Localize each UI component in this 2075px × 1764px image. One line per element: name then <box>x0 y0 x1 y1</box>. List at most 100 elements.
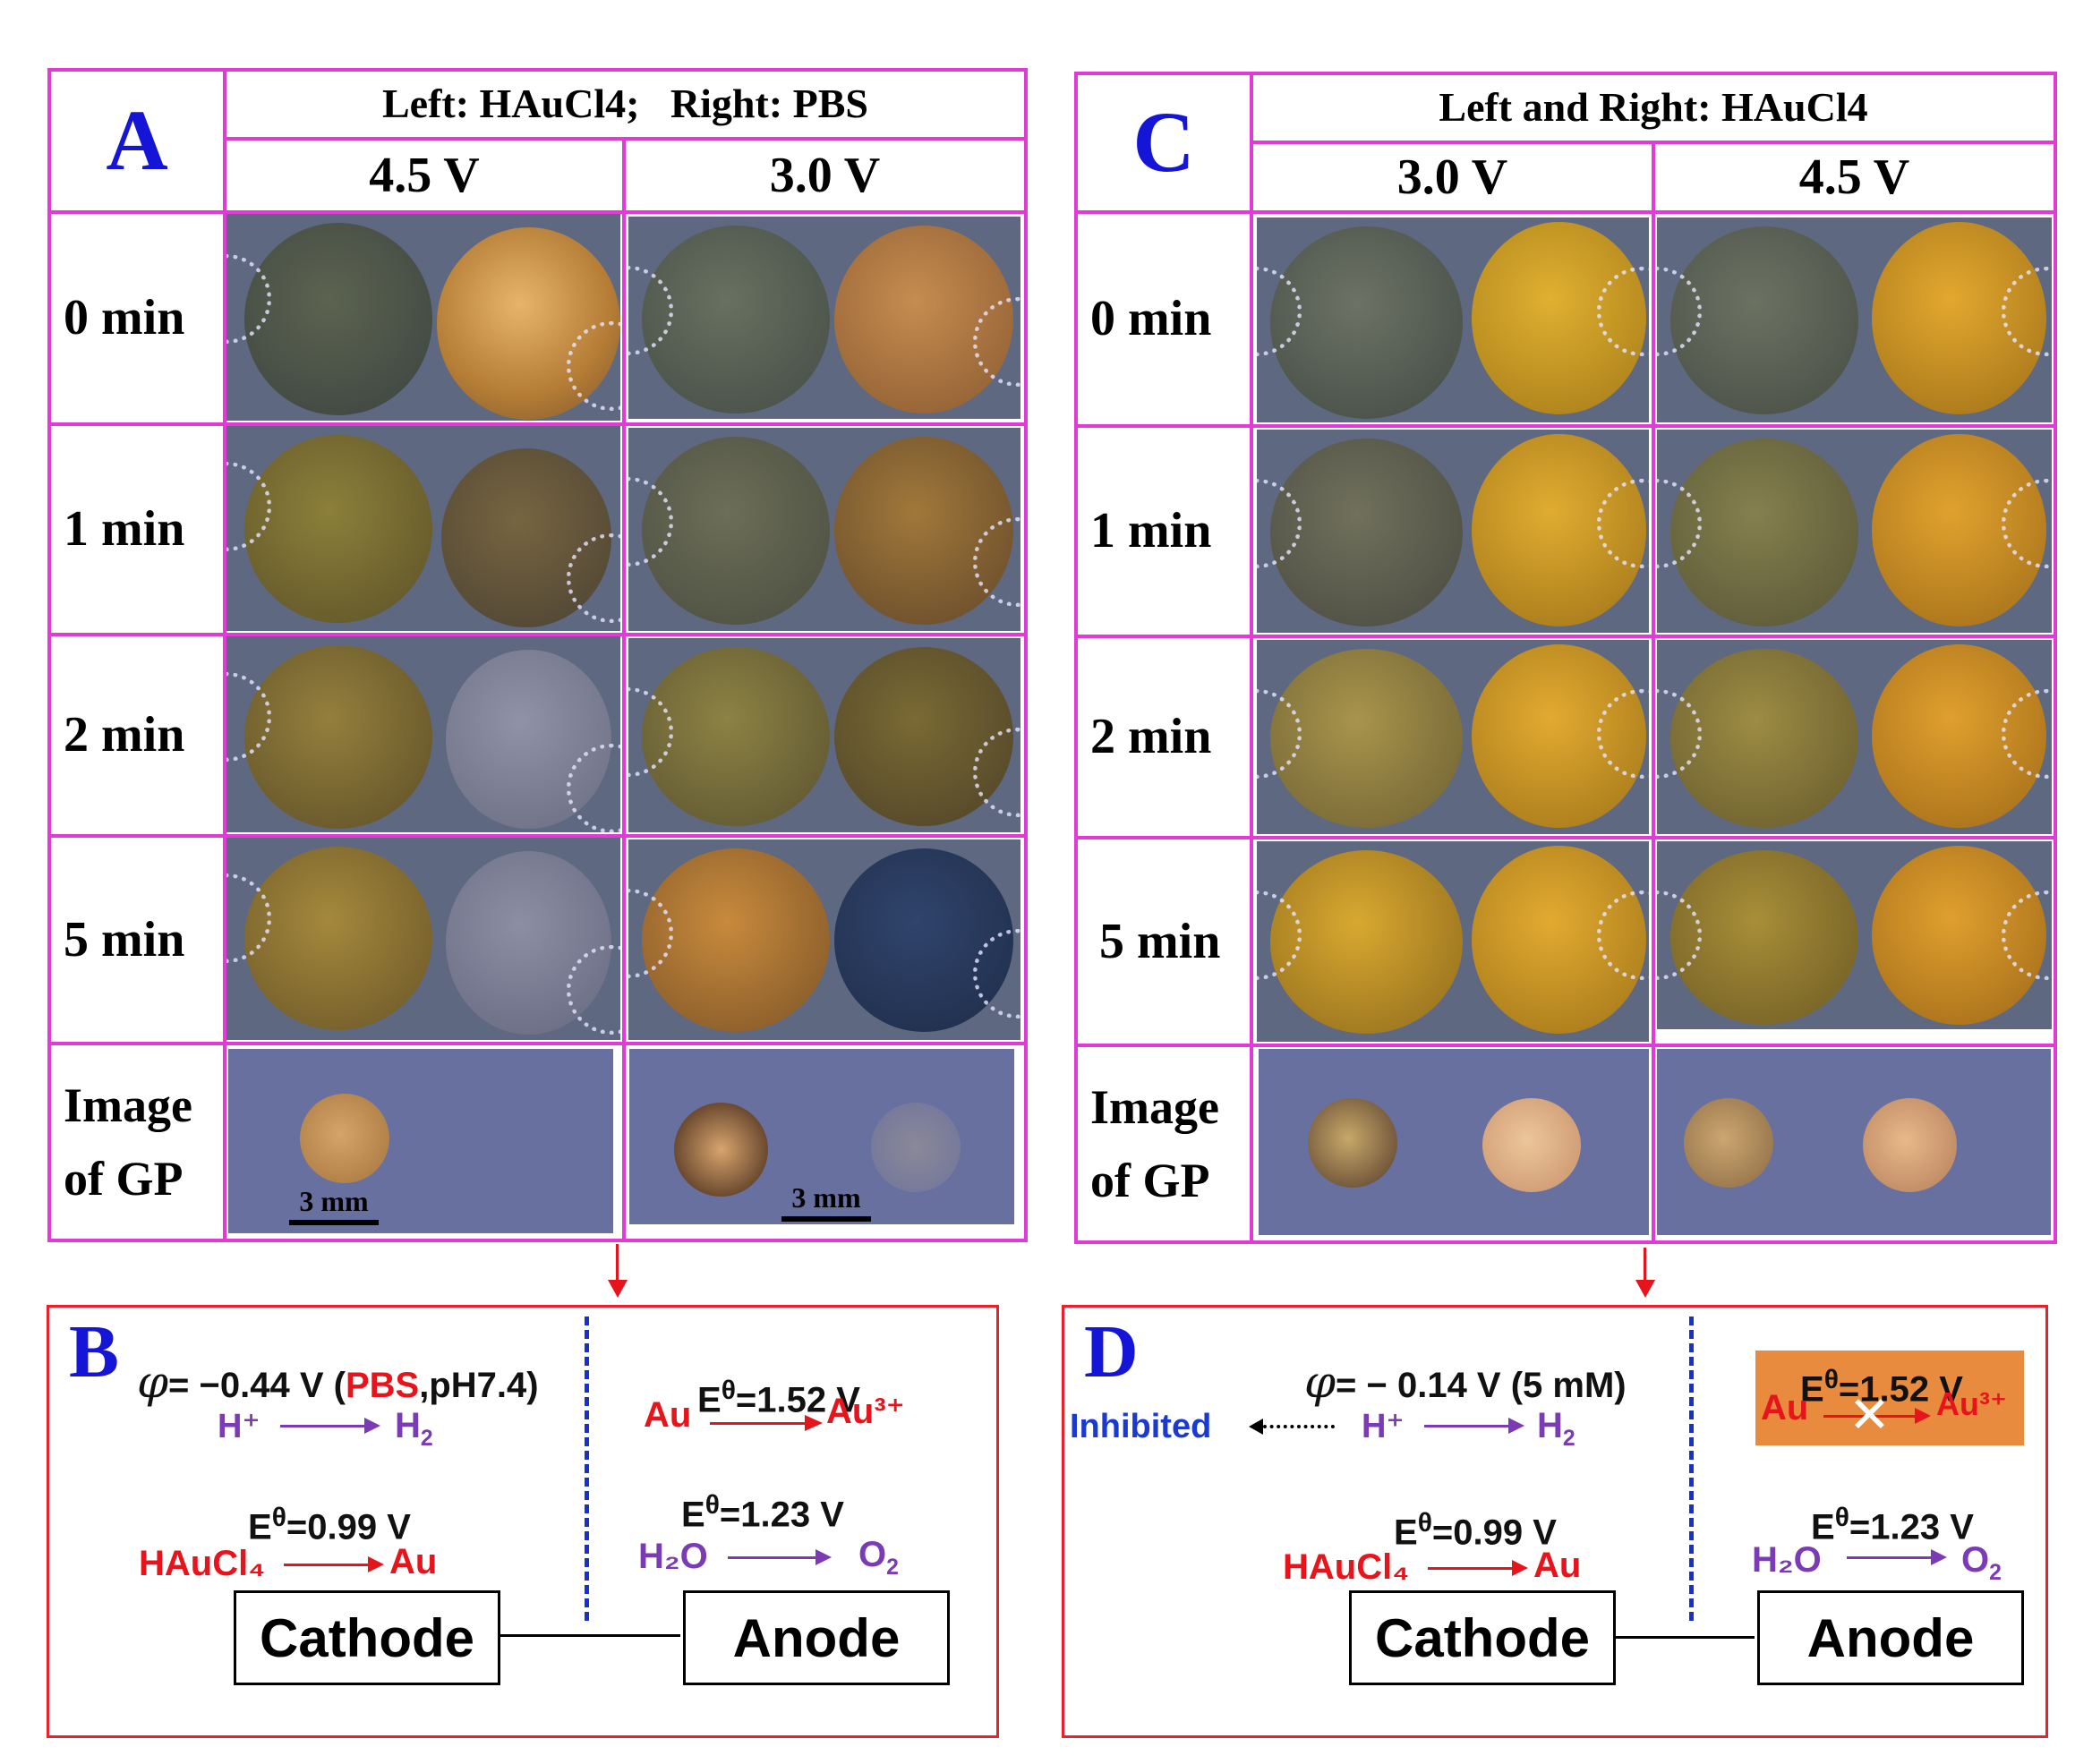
panel-a-col1-voltage: 4.5 V <box>369 147 480 203</box>
panel-c-col2-voltage: 4.5 V <box>1798 149 1910 205</box>
e-o2-value: =1.23 V <box>1849 1507 1974 1547</box>
photo-c-3.0v-2min <box>1257 640 1649 834</box>
photo-a-3.0v-0min <box>628 217 1020 419</box>
h2o: H₂O <box>638 1537 708 1576</box>
e-symbol: E <box>1394 1513 1418 1553</box>
e-symbol: E <box>1811 1507 1835 1547</box>
haucl4: HAuCl₄ <box>1283 1547 1410 1587</box>
photo-a-3.0v-5min <box>628 839 1020 1040</box>
au-left: Au <box>1761 1388 1809 1427</box>
panel-c-letter: C <box>1132 94 1195 191</box>
cathode-box: Cathode <box>234 1590 500 1685</box>
e-o2-label: Eθ=1.23 V <box>1811 1503 1974 1547</box>
panel-c-row-label: 0 min <box>1090 291 1212 347</box>
e-o2-value: =1.23 V <box>719 1495 844 1535</box>
gp-label-line2: of GP <box>1090 1154 1210 1207</box>
photo-c-3.0v-0min <box>1257 217 1649 422</box>
photo-a-4.5v-0min <box>226 214 620 421</box>
e-au-value: =1.52 V <box>735 1380 860 1420</box>
panel-a-letter: A <box>106 92 168 189</box>
gp-image-c-3.0v <box>1259 1049 1649 1235</box>
e-symbol: E <box>681 1495 705 1535</box>
e-au-value: =1.52 V <box>1838 1369 1963 1410</box>
panel-c-header: Left and Right: HAuCl4 <box>1439 84 1868 131</box>
h2: H2 <box>1537 1406 1575 1451</box>
scale-label: 3 mm <box>791 1181 861 1214</box>
o2: O2 <box>858 1535 899 1580</box>
gp-label-line1: Image <box>64 1078 192 1132</box>
panel-a-header-text: Left: HAuCl4; Right: PBS <box>381 81 869 127</box>
e-symbol: E <box>1800 1369 1824 1410</box>
panel-c-row-label: 1 min <box>1090 503 1212 559</box>
panel-c-col1-voltage: 3.0 V <box>1396 149 1508 205</box>
photo-c-3.0v-5min <box>1257 841 1649 1042</box>
photo-a-3.0v-1min <box>628 428 1020 631</box>
e-symbol: E <box>248 1507 272 1547</box>
o2: O2 <box>1961 1540 2002 1585</box>
e-cathode-label: Eθ=0.99 V <box>1394 1508 1557 1553</box>
au-product: Au <box>389 1542 438 1581</box>
au-left: Au <box>644 1395 692 1435</box>
panel-a-gp-label: Image of GP <box>51 1045 235 1239</box>
panel-a-header: Left: HAuCl4; Right: PBS <box>226 72 1024 137</box>
gp-label-line1: Image <box>1090 1079 1219 1134</box>
h2-symbol: H <box>395 1406 421 1445</box>
blocked-au-oxidation: Eθ=1.52 V Au Au³⁺ ✕ <box>1755 1351 2024 1445</box>
blocked-x-icon: ✕ <box>1849 1386 1891 1443</box>
o2-symbol: O <box>858 1535 887 1574</box>
panel-d-letter: D <box>1084 1310 1139 1393</box>
phi-symbol: φ <box>1304 1356 1336 1408</box>
panel-a-col2-voltage: 3.0 V <box>769 147 881 203</box>
panel-c-row-label: 2 min <box>1090 709 1212 765</box>
panel-b-scheme: B φ= −0.44 V (PBS,pH7.4) H⁺ H2 Eθ=1.52 V… <box>47 1305 999 1738</box>
panel-a-row-label: 2 min <box>64 707 185 763</box>
phi-symbol: φ <box>137 1356 169 1408</box>
panel-a-row-label: 0 min <box>64 290 185 346</box>
phi-value: = −0.44 V ( <box>168 1366 346 1405</box>
phi-expression: φ= −0.44 V (PBS,pH7.4) <box>137 1359 539 1404</box>
panel-d-scheme: D φ= − 0.14 V (5 mM) Inhibited H⁺ H2 Eθ=… <box>1062 1305 2048 1738</box>
phi-tail: ,pH7.4) <box>419 1366 539 1405</box>
anode-box: Anode <box>1757 1590 2024 1685</box>
au3-plus: Au³⁺ <box>1936 1385 2007 1422</box>
phi-pbs: PBS <box>345 1366 420 1405</box>
h-plus: H⁺ <box>218 1408 260 1445</box>
e-au-label: Eθ=1.52 V <box>1800 1365 1963 1410</box>
panel-b-letter: B <box>69 1310 120 1393</box>
photo-c-4.5v-5min <box>1657 841 2052 1029</box>
scale-bar-a2: 3 mm <box>781 1181 871 1222</box>
h2-symbol: H <box>1537 1406 1563 1445</box>
cathode-box: Cathode <box>1349 1590 1616 1685</box>
photo-c-4.5v-1min <box>1657 430 2052 633</box>
photo-a-4.5v-5min <box>226 838 620 1040</box>
scale-bar-a1: 3 mm <box>289 1185 379 1225</box>
gp-image-c-4.5v <box>1657 1049 2051 1235</box>
au-product: Au <box>1533 1546 1582 1585</box>
au3-plus: Au³⁺ <box>826 1392 905 1431</box>
e-cat-value: =0.99 V <box>286 1507 411 1547</box>
e-symbol: E <box>697 1380 722 1420</box>
panel-c-gp-label: Image of GP <box>1078 1047 1262 1240</box>
scale-label: 3 mm <box>299 1185 369 1217</box>
gp-image-a-3.0v: 3 mm <box>629 1049 1014 1224</box>
photo-c-4.5v-0min <box>1657 217 2052 422</box>
anode-box: Anode <box>683 1590 950 1685</box>
photo-a-3.0v-2min <box>628 638 1020 832</box>
photo-a-4.5v-2min <box>226 636 620 832</box>
h2o: H₂O <box>1752 1540 1822 1580</box>
e-cathode-label: Eθ=0.99 V <box>248 1503 411 1547</box>
haucl4: HAuCl₄ <box>139 1544 266 1583</box>
gp-label-line2: of GP <box>64 1152 184 1206</box>
panel-a-row-label: 5 min <box>64 911 185 967</box>
e-o2-label: Eθ=1.23 V <box>681 1490 844 1535</box>
panel-c-row-label: 5 min <box>1099 913 1221 969</box>
o2-symbol: O <box>1961 1540 1990 1580</box>
panel-a-row-label: 1 min <box>64 501 185 558</box>
e-cat-value: =0.99 V <box>1431 1513 1557 1553</box>
gp-image-a-4.5v: 3 mm <box>228 1049 613 1233</box>
inhibited-label: Inhibited <box>1070 1408 1212 1445</box>
phi-value: = − 0.14 V (5 mM) <box>1336 1366 1627 1405</box>
h-plus: H⁺ <box>1362 1408 1405 1445</box>
photo-a-4.5v-1min <box>226 426 620 631</box>
